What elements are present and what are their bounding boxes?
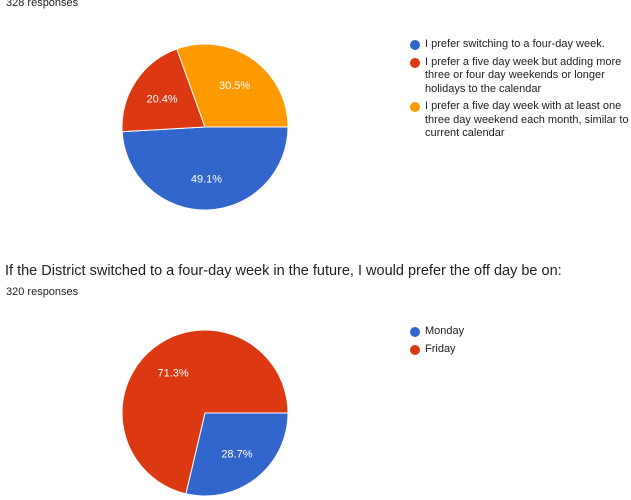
pie-chart-off-day[interactable]: 28.7% 71.3%: [120, 328, 290, 498]
response-count: 320 responses: [6, 286, 79, 298]
legend-work-week: I prefer switching to a four-day week. I…: [410, 38, 631, 145]
slice-label-four-day: 49.1%: [191, 173, 222, 185]
legend-item[interactable]: I prefer a five day week with at least o…: [410, 100, 631, 141]
slice-label-five-day-extra-weekends: 20.4%: [146, 94, 177, 106]
legend-dot: [410, 40, 420, 50]
response-count: 328 responses: [6, 0, 79, 9]
legend-label: Monday: [425, 325, 465, 337]
legend-item[interactable]: I prefer a five day week but adding more…: [410, 56, 631, 97]
legend-label: I prefer switching to a four-day week.: [425, 38, 605, 50]
slice-label-friday: 71.3%: [157, 368, 188, 380]
pie-chart-work-week[interactable]: 49.1% 20.4% 30.5%: [120, 42, 290, 212]
legend-label: I prefer a five day week but adding more…: [425, 55, 622, 95]
legend-item[interactable]: I prefer switching to a four-day week.: [410, 38, 631, 52]
pie-slice-five-day-monthly-weekend[interactable]: [176, 43, 289, 128]
legend-item[interactable]: Friday: [410, 343, 630, 357]
legend-label: I prefer a five day week with at least o…: [425, 100, 629, 139]
pie-slice-friday[interactable]: [121, 329, 289, 495]
question-title: If the District switched to a four-day w…: [5, 263, 562, 279]
legend-dot: [410, 327, 420, 337]
pie-slice-monday[interactable]: [185, 412, 289, 497]
pie-slice-four-day[interactable]: [121, 126, 289, 211]
legend-item[interactable]: Monday: [410, 325, 630, 339]
legend-dot: [410, 344, 420, 355]
legend-dot: [410, 102, 420, 112]
slice-label-five-day-monthly-weekend: 30.5%: [219, 80, 250, 92]
legend-off-day: Monday Friday: [410, 325, 630, 360]
legend-dot: [410, 57, 420, 68]
slice-label-monday: 28.7%: [221, 448, 252, 460]
legend-label: Friday: [425, 342, 456, 355]
